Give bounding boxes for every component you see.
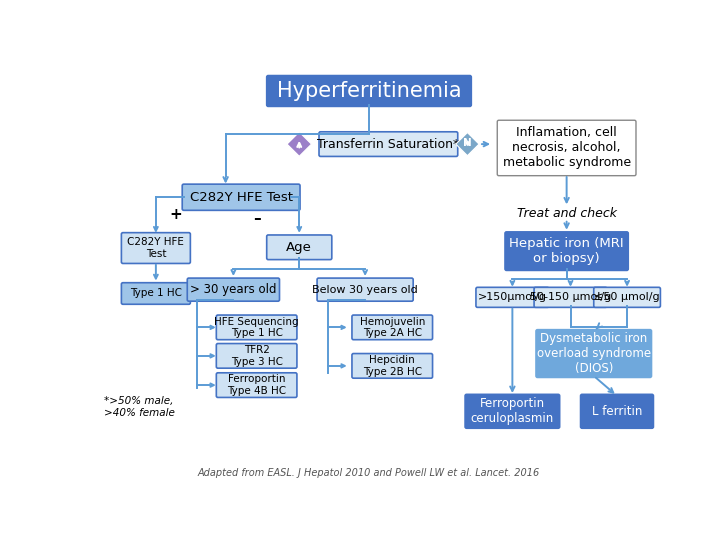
Text: Treat and check: Treat and check xyxy=(517,207,616,220)
Polygon shape xyxy=(287,132,312,157)
FancyBboxPatch shape xyxy=(505,232,629,271)
Text: N: N xyxy=(463,138,472,149)
Text: TFR2
Type 3 HC: TFR2 Type 3 HC xyxy=(230,345,283,367)
FancyBboxPatch shape xyxy=(122,233,190,264)
Text: –: – xyxy=(253,211,261,226)
FancyBboxPatch shape xyxy=(187,278,279,301)
FancyBboxPatch shape xyxy=(266,76,472,106)
Text: C282Y HFE Test: C282Y HFE Test xyxy=(189,191,292,204)
Text: Adapted from EASL. J Hepatol 2010 and Powell LW et al. Lancet. 2016: Adapted from EASL. J Hepatol 2010 and Po… xyxy=(198,468,540,478)
Text: > 30 years old: > 30 years old xyxy=(190,283,276,296)
Text: C282Y HFE
Test: C282Y HFE Test xyxy=(127,237,184,259)
FancyBboxPatch shape xyxy=(266,235,332,260)
FancyBboxPatch shape xyxy=(534,287,607,307)
Text: Hepcidin
Type 2B HC: Hepcidin Type 2B HC xyxy=(363,355,422,377)
Text: Age: Age xyxy=(287,241,312,254)
Polygon shape xyxy=(456,132,479,156)
Text: Below 30 years old: Below 30 years old xyxy=(312,285,418,295)
Text: Inflamation, cell
necrosis, alcohol,
metabolic syndrome: Inflamation, cell necrosis, alcohol, met… xyxy=(503,126,631,170)
Text: >150μmol/g: >150μmol/g xyxy=(478,292,547,302)
FancyBboxPatch shape xyxy=(536,330,652,377)
FancyBboxPatch shape xyxy=(122,283,190,304)
Text: 50-150 μmol/g: 50-150 μmol/g xyxy=(530,292,611,302)
FancyBboxPatch shape xyxy=(580,394,654,428)
Text: *>50% male,
>40% female: *>50% male, >40% female xyxy=(104,396,175,417)
FancyBboxPatch shape xyxy=(352,315,433,340)
FancyBboxPatch shape xyxy=(319,132,458,157)
FancyBboxPatch shape xyxy=(352,354,433,378)
Text: ≤50 μmol/g: ≤50 μmol/g xyxy=(594,292,660,302)
Text: L ferritin: L ferritin xyxy=(592,405,642,418)
Text: Hepatic iron (MRI
or biopsy): Hepatic iron (MRI or biopsy) xyxy=(509,237,624,265)
FancyBboxPatch shape xyxy=(216,343,297,368)
FancyBboxPatch shape xyxy=(594,287,660,307)
Text: Hemojuvelin
Type 2A HC: Hemojuvelin Type 2A HC xyxy=(359,316,425,338)
FancyBboxPatch shape xyxy=(182,184,300,211)
Text: Ferroportin
ceruloplasmin: Ferroportin ceruloplasmin xyxy=(471,397,554,426)
Text: Dysmetabolic iron
overload syndrome
(DIOS): Dysmetabolic iron overload syndrome (DIO… xyxy=(536,332,651,375)
FancyBboxPatch shape xyxy=(476,287,549,307)
FancyBboxPatch shape xyxy=(498,120,636,176)
Text: Hyperferritinemia: Hyperferritinemia xyxy=(276,81,462,101)
FancyBboxPatch shape xyxy=(317,278,413,301)
Text: Transferrin Saturation*: Transferrin Saturation* xyxy=(318,138,459,151)
Text: HFE Sequencing
Type 1 HC: HFE Sequencing Type 1 HC xyxy=(215,316,299,338)
FancyBboxPatch shape xyxy=(216,315,297,340)
Text: Ferroportin
Type 4B HC: Ferroportin Type 4B HC xyxy=(227,374,286,396)
Text: Type 1 HC: Type 1 HC xyxy=(130,288,182,299)
FancyBboxPatch shape xyxy=(465,394,559,428)
FancyBboxPatch shape xyxy=(216,373,297,397)
Text: +: + xyxy=(170,207,182,222)
